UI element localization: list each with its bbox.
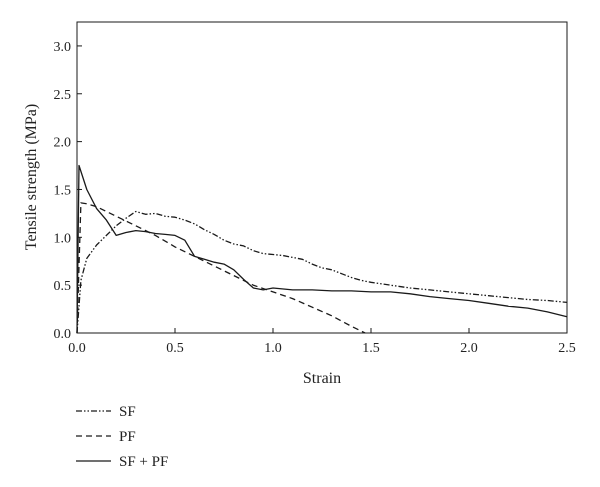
x-tick-label: 1.5	[362, 341, 380, 356]
x-axis-title: Strain	[303, 370, 341, 387]
y-tick-label: 2.0	[54, 136, 72, 151]
legend-label-sf-pf: SF + PF	[119, 454, 168, 470]
y-axis-ticks: 0.0 0.5 1.0 1.5 2.0 2.5 3.0	[54, 40, 82, 342]
legend: SF PF SF + PF	[76, 404, 168, 470]
x-axis-ticks: 0.0 0.5 1.0 1.5 2.0 2.5	[68, 328, 576, 356]
y-tick-label: 1.0	[54, 231, 72, 246]
y-tick-label: 0.0	[54, 327, 72, 342]
x-tick-label: 1.0	[264, 341, 282, 356]
plot-frame	[76, 21, 568, 334]
y-tick-label: 1.5	[54, 183, 72, 198]
series-line-sf	[76, 210, 568, 334]
series-layer	[76, 164, 568, 334]
axes	[76, 21, 568, 334]
y-tick-label: 3.0	[54, 40, 72, 55]
x-tick-label: 0.0	[68, 341, 86, 356]
y-axis-title: Tensile strength (MPa)	[23, 104, 40, 250]
series-line-sf-pf	[76, 164, 568, 334]
y-tick-label: 0.5	[54, 279, 72, 294]
x-tick-label: 2.5	[558, 341, 576, 356]
y-tick-label: 2.5	[54, 88, 72, 103]
legend-label-sf: SF	[119, 404, 136, 420]
x-tick-label: 0.5	[166, 341, 184, 356]
x-tick-label: 2.0	[460, 341, 478, 356]
legend-label-pf: PF	[119, 429, 136, 445]
